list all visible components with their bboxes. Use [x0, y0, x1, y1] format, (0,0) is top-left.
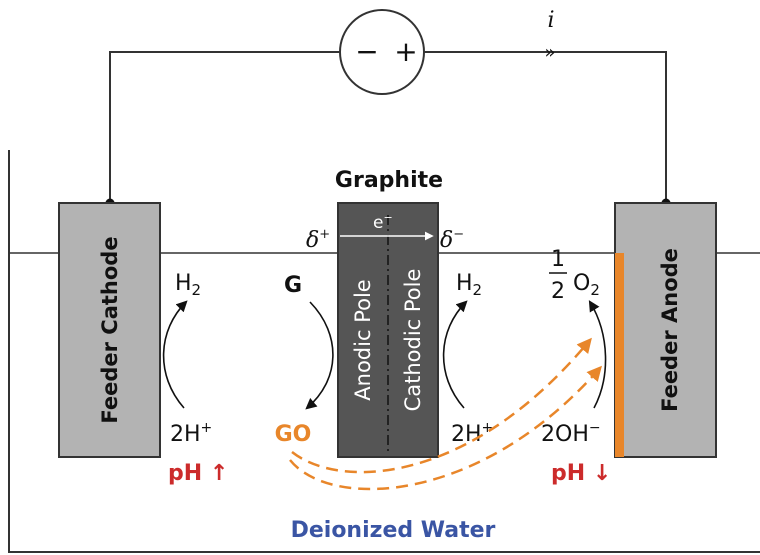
power-source-minus: −: [355, 35, 378, 68]
pole-reactant-2h: 2H+: [451, 420, 493, 447]
pole-product-h2: H2: [456, 271, 482, 299]
cathode-product-h2: H2: [175, 271, 201, 299]
feeder-anode-label: Feeder Anode: [658, 248, 682, 412]
power-source-plus: +: [394, 35, 417, 68]
graphite-title: Graphite: [335, 168, 443, 193]
reduction-arrow: [305, 301, 334, 410]
cathode-ph-label: pH ↑: [168, 461, 228, 486]
graphene-label: G: [284, 273, 302, 298]
feeder-anode-electrode: [614, 202, 717, 458]
deionized-water-label: Deionized Water: [291, 518, 496, 543]
cathode-reactant-2h: 2H+: [170, 420, 212, 447]
circuit-wire: [109, 51, 667, 203]
anodic-pole-label: Anodic Pole: [351, 279, 375, 400]
power-source: [339, 9, 425, 95]
anode-reaction-arrow: [588, 300, 607, 409]
feeder-cathode-label: Feeder Cathode: [98, 236, 122, 423]
cathode-reaction-arrow: [162, 300, 188, 409]
anode-oxygen-layer: [615, 253, 624, 457]
go-migration-path-upper: [291, 337, 592, 474]
oxygen-fraction-denominator: 2: [551, 279, 565, 304]
anode-product-o2: O2: [573, 271, 600, 299]
anode-reactant-2oh: 2OH−: [541, 420, 601, 447]
delta-plus-label: δ+: [306, 227, 330, 253]
vessel-wall: [8, 150, 760, 553]
current-symbol: i: [547, 8, 554, 33]
cathodic-pole-label: Cathodic Pole: [401, 269, 425, 412]
pole-reaction-arrow: [442, 300, 468, 409]
anode-ph-label: pH ↓: [551, 461, 611, 486]
current-direction-marker: »: [544, 42, 555, 63]
feeder-cathode-electrode: [58, 202, 161, 458]
go-migration-path-lower: [289, 365, 602, 491]
electron-label: e−: [373, 211, 393, 233]
delta-minus-label: δ−: [440, 227, 464, 253]
graphene-oxide-label: GO: [275, 422, 312, 447]
oxygen-fraction-numerator: 1: [551, 247, 565, 272]
